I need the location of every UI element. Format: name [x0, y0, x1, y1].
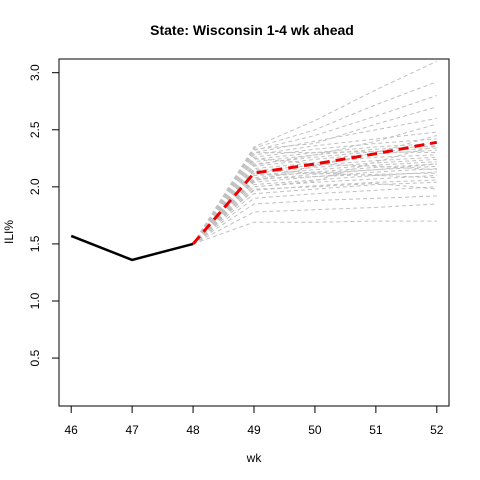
y-tick-label: 2.0: [28, 178, 42, 195]
x-tick-label: 48: [186, 423, 200, 437]
forecast-sample-line: [192, 81, 437, 245]
x-tick-label: 52: [430, 423, 444, 437]
forecast-sample-line: [192, 123, 437, 245]
forecast-sample-line: [192, 156, 437, 245]
y-tick-label: 1.0: [28, 292, 42, 309]
forecast-sample-line: [192, 95, 437, 245]
forecast-sample-line: [192, 157, 437, 245]
forecast-sample-line: [192, 220, 437, 245]
forecast-sample-line: [192, 172, 437, 245]
forecast-sample-line: [192, 131, 437, 245]
forecast-sample-line: [192, 158, 437, 245]
forecast-sample-line: [192, 165, 437, 245]
x-axis: 46 47 48 49 50 51 52: [65, 405, 444, 437]
forecast-sample-line: [192, 145, 437, 245]
forecast-sample-line: [192, 186, 437, 245]
chart-title: State: Wisconsin 1-4 wk ahead: [150, 22, 354, 38]
y-tick-label: 1.5: [28, 235, 42, 252]
x-tick-label: 49: [247, 423, 261, 437]
forecast-samples: [192, 60, 438, 245]
observed-line: [70, 234, 194, 262]
x-axis-label: wk: [246, 451, 263, 465]
forecast-sample-line: [192, 150, 437, 245]
y-tick-label: 2.5: [28, 121, 42, 138]
forecast-sample-line: [192, 161, 437, 245]
x-tick-label: 47: [125, 423, 139, 437]
forecast-sample-line: [192, 195, 437, 245]
forecast-sample-line: [192, 163, 437, 245]
y-axis: 0.5 1.0 1.5 2.0 2.5 3.0: [28, 64, 60, 366]
x-tick-label: 51: [369, 423, 383, 437]
forecast-sample-line: [192, 203, 437, 245]
forecast-sample-line: [192, 106, 437, 245]
forecast-sample-line: [192, 181, 437, 245]
main-lines: [70, 140, 438, 262]
y-axis-label: ILI%: [2, 220, 16, 244]
forecast-sample-line: [192, 143, 437, 245]
forecast-sample-line: [192, 147, 437, 245]
forecast-sample-line: [192, 182, 437, 245]
forecast-sample-line: [192, 169, 437, 245]
x-tick-label: 50: [308, 423, 322, 437]
forecast-sample-line: [192, 145, 437, 245]
forecast-sample-line: [192, 179, 437, 245]
y-tick-label: 3.0: [28, 64, 42, 81]
forecast-sample-line: [192, 135, 437, 245]
forecast-sample-line: [192, 174, 437, 245]
y-tick-label: 0.5: [28, 349, 42, 366]
forecast-sample-line: [192, 171, 437, 245]
forecast-sample-line: [192, 163, 437, 245]
x-tick-label: 46: [65, 423, 79, 437]
